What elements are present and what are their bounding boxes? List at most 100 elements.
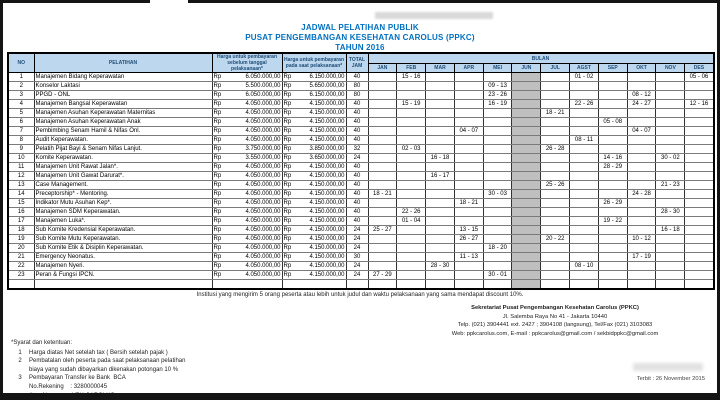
total-hours: 40 — [345, 72, 369, 82]
schedule-date-cell — [367, 153, 398, 163]
schedule-date-cell: 26 - 27 — [453, 234, 484, 244]
price-onsite-cell: Rp 4.150.000,00 — [281, 234, 347, 244]
currency-label: Rp — [283, 218, 292, 224]
schedule-date-cell — [540, 261, 571, 271]
schedule-date-cell — [453, 72, 484, 82]
schedule-date-cell — [453, 144, 484, 154]
schedule-date-cell — [453, 270, 484, 280]
schedule-date-cell — [425, 234, 455, 244]
document-page: JADWAL PELATIHAN PUBLIK PUSAT PENGEMBANG… — [3, 3, 717, 399]
price-onsite-cell: Rp 4.150.000,00 — [281, 207, 347, 217]
price-onsite-value: 4.150.000,00 — [309, 137, 345, 143]
total-hours: 24 — [345, 243, 369, 253]
schedule-date-cell: 25 - 26 — [540, 180, 571, 190]
schedule-date-cell: 15 - 16 — [396, 72, 427, 82]
schedule-date-cell — [626, 162, 657, 172]
currency-label: Rp — [283, 236, 292, 242]
schedule-date-cell — [569, 207, 599, 217]
schedule-date-cell — [655, 135, 686, 145]
total-hours: 24 — [345, 234, 369, 244]
schedule-date-cell: 02 - 03 — [396, 144, 427, 154]
price-onsite-value: 4.150.000,00 — [309, 182, 345, 188]
schedule-date-cell — [597, 189, 628, 199]
currency-label: Rp — [283, 119, 292, 125]
price-onsite-value: 5.650.000,00 — [309, 83, 345, 89]
schedule-date-cell — [684, 243, 715, 253]
row-number: 9 — [7, 144, 35, 154]
price-before-value: 3.750.000,00 — [245, 146, 281, 152]
price-onsite-cell: Rp 6.150.000,00 — [281, 90, 347, 100]
table-row: 12 Manajemen Unit Gawat Darurat*. Rp 4.050.… — [7, 171, 715, 181]
schedule-date-cell — [684, 207, 715, 217]
frame-notch — [150, 0, 188, 3]
schedule-date-cell: 18 - 21 — [367, 189, 398, 199]
schedule-date-cell — [367, 243, 398, 253]
schedule-date-cell — [482, 216, 513, 226]
currency-label: Rp — [283, 137, 292, 143]
training-name: Peran & Fungsi IPCN. — [33, 270, 213, 280]
schedule-date-cell — [511, 126, 542, 136]
blank-cell — [33, 278, 213, 290]
schedule-date-cell — [511, 171, 542, 181]
schedule-date-cell — [511, 234, 542, 244]
currency-label: Rp — [283, 146, 292, 152]
total-hours: 24 — [345, 270, 369, 280]
total-hours: 80 — [345, 81, 369, 91]
total-hours: 40 — [345, 117, 369, 127]
currency-label: Rp — [213, 155, 222, 161]
training-name: Manajemen Bangsal Keperawatan — [33, 99, 213, 109]
schedule-date-cell — [482, 261, 513, 271]
currency-label: Rp — [283, 200, 292, 206]
schedule-date-cell: 24 - 28 — [626, 189, 657, 199]
schedule-date-cell — [511, 198, 542, 208]
currency-label: Rp — [283, 272, 292, 278]
currency-label: Rp — [283, 173, 292, 179]
price-onsite-cell: Rp 4.150.000,00 — [281, 243, 347, 253]
total-hours: 40 — [345, 207, 369, 217]
schedule-date-cell — [626, 135, 657, 145]
schedule-date-cell: 16 - 17 — [425, 171, 455, 181]
schedule-date-cell — [684, 252, 715, 262]
schedule-date-cell: 13 - 15 — [453, 225, 484, 235]
terms-line: biaya yang sudah dibayarkan dikenakan po… — [29, 366, 179, 373]
currency-label: Rp — [213, 128, 222, 134]
total-hours: 40 — [345, 126, 369, 136]
currency-label: Rp — [283, 182, 292, 188]
price-onsite-value: 4.150.000,00 — [309, 110, 345, 116]
currency-label: Rp — [213, 164, 222, 170]
schedule-date-cell — [453, 135, 484, 145]
schedule-date-cell — [396, 117, 427, 127]
price-onsite-cell: Rp 5.650.000,00 — [281, 81, 347, 91]
blank-cell — [655, 278, 686, 290]
currency-label: Rp — [213, 182, 222, 188]
schedule-date-cell — [655, 171, 686, 181]
schedule-date-cell: 10 - 12 — [626, 234, 657, 244]
currency-label: Rp — [213, 119, 222, 125]
total-hours: 40 — [345, 180, 369, 190]
price-onsite-cell: Rp 3.850.000,00 — [281, 144, 347, 154]
terms-item-number: 1 — [18, 349, 22, 356]
schedule-date-cell — [569, 180, 599, 190]
schedule-date-cell — [655, 108, 686, 118]
blank-row — [7, 278, 715, 290]
currency-label: Rp — [283, 74, 292, 80]
price-before-value: 4.050.000,00 — [245, 218, 281, 224]
schedule-date-cell — [453, 99, 484, 109]
price-before-cell: Rp 4.050.000,00 — [211, 108, 283, 118]
total-hours: 40 — [345, 171, 369, 181]
schedule-date-cell — [540, 126, 571, 136]
table-row: 13 Case Management. Rp 4.050.000,00 Rp 4.150.… — [7, 180, 715, 190]
schedule-date-cell — [453, 162, 484, 172]
price-onsite-value: 4.150.000,00 — [309, 236, 345, 242]
schedule-date-cell — [655, 162, 686, 172]
schedule-date-cell — [482, 126, 513, 136]
price-before-cell: Rp 4.050.000,00 — [211, 225, 283, 235]
blank-cell — [7, 278, 35, 290]
schedule-date-cell: 28 - 29 — [597, 162, 628, 172]
schedule-date-cell — [453, 81, 484, 91]
schedule-date-cell — [425, 126, 455, 136]
price-before-cell: Rp 4.050.000,00 — [211, 117, 283, 127]
schedule-date-cell — [626, 225, 657, 235]
month-header-jul: JUL — [540, 63, 571, 73]
schedule-date-cell — [453, 261, 484, 271]
